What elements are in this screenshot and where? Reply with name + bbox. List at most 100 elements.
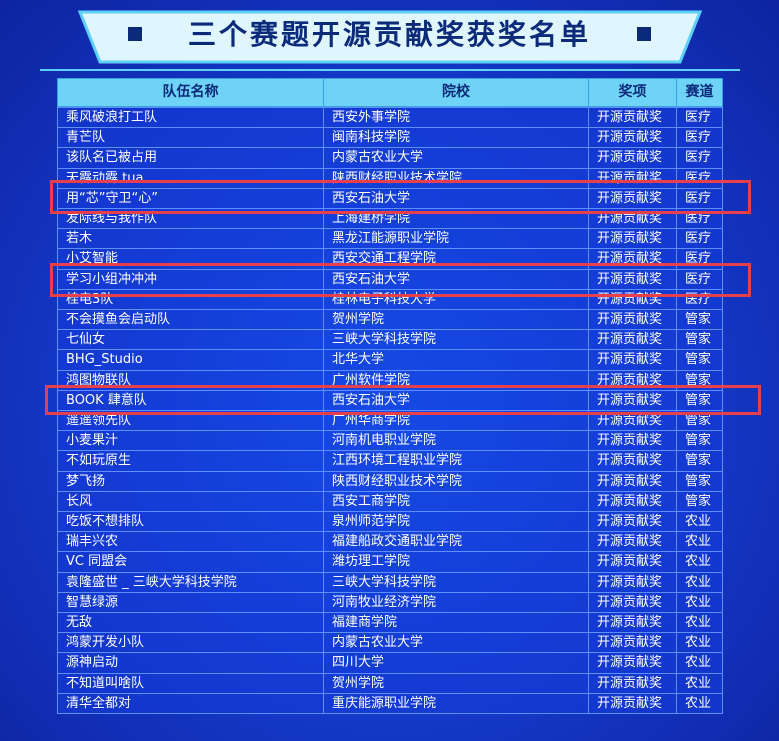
table-cell: VC 同盟会 — [57, 551, 324, 573]
table-cell: 河南牧业经济学院 — [323, 591, 589, 613]
table-cell: 农业 — [676, 531, 723, 553]
table-cell: 不会摸鱼会启动队 — [57, 309, 324, 331]
table-cell: 乘风破浪打工队 — [57, 107, 324, 129]
table-cell: 管家 — [676, 490, 723, 512]
table-cell: 农业 — [676, 672, 723, 694]
table-cell: 该队名已被占用 — [57, 147, 324, 169]
column-header: 队伍名称 — [57, 78, 324, 107]
table-cell: 潍坊理工学院 — [323, 551, 589, 573]
table-cell: 四川大学 — [323, 652, 589, 674]
highlight-box — [45, 385, 761, 415]
table-cell: 源神启动 — [57, 652, 324, 674]
table-cell: 管家 — [676, 329, 723, 351]
table-cell: 医疗 — [676, 127, 723, 149]
table-cell: 开源贡献奖 — [588, 490, 677, 512]
table-cell: 开源贡献奖 — [588, 329, 677, 351]
table-cell: 重庆能源职业学院 — [323, 692, 589, 714]
table-cell: 西安工商学院 — [323, 490, 589, 512]
table-cell: 医疗 — [676, 147, 723, 169]
table-cell: 内蒙古农业大学 — [323, 632, 589, 654]
table-cell: 不如玩原生 — [57, 450, 324, 472]
table-cell: 农业 — [676, 612, 723, 634]
table-cell: 开源贡献奖 — [588, 531, 677, 553]
table-cell: 小麦果汁 — [57, 430, 324, 452]
table-cell: 清华全都对 — [57, 692, 324, 714]
table-cell: 开源贡献奖 — [588, 349, 677, 371]
table-cell: 开源贡献奖 — [588, 450, 677, 472]
table-cell: 梦飞扬 — [57, 470, 324, 492]
table-cell: 管家 — [676, 430, 723, 452]
table-cell: 医疗 — [676, 228, 723, 250]
table-cell: 鸿蒙开发小队 — [57, 632, 324, 654]
table-cell: 农业 — [676, 632, 723, 654]
table-cell: 开源贡献奖 — [588, 470, 677, 492]
table-cell: 三峡大学科技学院 — [323, 329, 589, 351]
table-cell: 开源贡献奖 — [588, 107, 677, 129]
table-cell: 管家 — [676, 410, 723, 432]
table-cell: 河南机电职业学院 — [323, 430, 589, 452]
table-cell: 开源贡献奖 — [588, 672, 677, 694]
table-cell: 不知道叫啥队 — [57, 672, 324, 694]
table-cell: 开源贡献奖 — [588, 591, 677, 613]
table-cell: 农业 — [676, 571, 723, 593]
table-cell: 管家 — [676, 470, 723, 492]
table-cell: 陕西财经职业技术学院 — [323, 470, 589, 492]
table-cell: 开源贡献奖 — [588, 652, 677, 674]
table-cell: 闽南科技学院 — [323, 127, 589, 149]
table-cell: 黑龙江能源职业学院 — [323, 228, 589, 250]
table-cell: 三峡大学科技学院 — [323, 571, 589, 593]
table-cell: 福建商学院 — [323, 612, 589, 634]
table-cell: 开源贡献奖 — [588, 692, 677, 714]
table-cell: 福建船政交通职业学院 — [323, 531, 589, 553]
table-cell: 医疗 — [676, 187, 723, 209]
table-cell: 开源贡献奖 — [588, 430, 677, 452]
table-cell: 贺州学院 — [323, 672, 589, 694]
table-cell: 管家 — [676, 389, 723, 411]
table-cell: 农业 — [676, 551, 723, 573]
table-cell: 管家 — [676, 349, 723, 371]
column-header: 院校 — [323, 78, 589, 107]
table-cell: 学习小组冲冲冲 — [57, 268, 324, 290]
table-cell: 智慧绿源 — [57, 591, 324, 613]
table-cell: 长风 — [57, 490, 324, 512]
table-cell: 瑞丰兴农 — [57, 531, 324, 553]
table-cell: 开源贡献奖 — [588, 187, 677, 209]
table-cell: 开源贡献奖 — [588, 571, 677, 593]
table-cell: 开源贡献奖 — [588, 147, 677, 169]
table-cell: 农业 — [676, 511, 723, 533]
column-header: 赛道 — [676, 78, 723, 107]
table-cell: 管家 — [676, 450, 723, 472]
table-cell: 泉州师范学院 — [323, 511, 589, 533]
table-cell: 开源贡献奖 — [588, 612, 677, 634]
table-cell: 青芒队 — [57, 127, 324, 149]
table-cell: 袁隆盛世 _ 三峡大学科技学院 — [57, 571, 324, 593]
table-cell: 管家 — [676, 309, 723, 331]
table-cell: 若木 — [57, 228, 324, 250]
highlight-box — [50, 263, 751, 297]
table-cell: 开源贡献奖 — [588, 511, 677, 533]
table-cell: BHG_Studio — [57, 349, 324, 371]
table-cell: 开源贡献奖 — [588, 228, 677, 250]
table-cell: 开源贡献奖 — [588, 309, 677, 331]
title: 三个赛题开源贡献奖获奖名单 — [187, 18, 591, 51]
table-cell: 农业 — [676, 652, 723, 674]
table-cell: 七仙女 — [57, 329, 324, 351]
table-cell: 西安外事学院 — [323, 107, 589, 129]
highlight-box — [50, 180, 751, 214]
title-banner — [40, 10, 740, 71]
table-cell: 开源贡献奖 — [588, 551, 677, 573]
table-cell: 开源贡献奖 — [588, 632, 677, 654]
table-cell: 贺州学院 — [323, 309, 589, 331]
table-cell: 农业 — [676, 591, 723, 613]
table-cell: 农业 — [676, 692, 723, 714]
table-cell: 开源贡献奖 — [588, 127, 677, 149]
table-cell: 江西环境工程职业学院 — [323, 450, 589, 472]
table-cell: 无敌 — [57, 612, 324, 634]
table-cell: 内蒙古农业大学 — [323, 147, 589, 169]
table-cell: 医疗 — [676, 107, 723, 129]
column-header: 奖项 — [588, 78, 677, 107]
table-cell: 吃饭不想排队 — [57, 511, 324, 533]
table-cell: 医疗 — [676, 167, 723, 189]
table-cell: 北华大学 — [323, 349, 589, 371]
